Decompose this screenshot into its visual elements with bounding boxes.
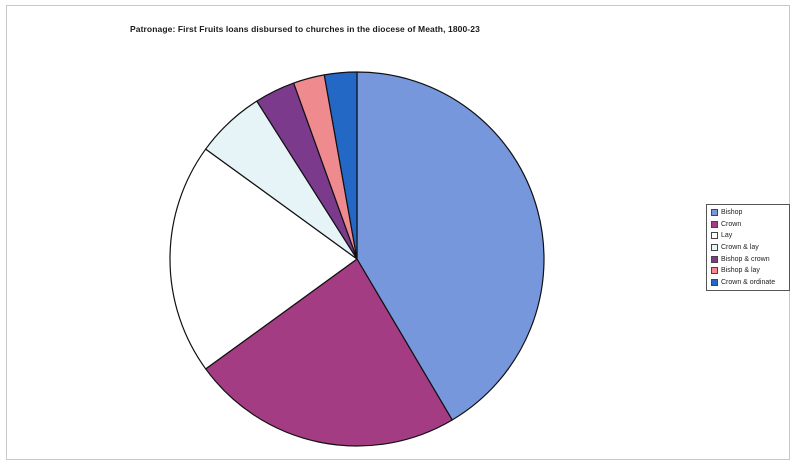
legend-label: Crown & lay — [721, 244, 759, 252]
legend-label: Bishop — [721, 209, 743, 217]
legend-label: Bishop & lay — [721, 267, 760, 275]
legend-item-crown-and-ordinate: Crown & ordinate — [711, 277, 789, 289]
legend-swatch — [711, 220, 718, 228]
legend-item-lay: Lay — [711, 230, 789, 242]
legend-swatch — [711, 278, 718, 286]
pie-slice-lay — [169, 148, 358, 370]
pie-slice-crown — [205, 258, 453, 447]
chart-title: Patronage: First Fruits loans disbursed … — [130, 24, 480, 34]
legend-swatch — [711, 209, 718, 217]
legend-item-bishop: Bishop — [711, 207, 789, 219]
legend-swatch — [711, 244, 718, 252]
pie-slice-bishop — [356, 71, 545, 421]
legend-label: Lay — [721, 232, 733, 240]
legend-swatch — [711, 255, 718, 263]
chart-legend: Bishop Crown Lay Crown & lay Bishop & crown B… — [706, 204, 790, 292]
legend-item-crown-and-lay: Crown & lay — [711, 242, 789, 254]
legend-label: Crown & ordinate — [721, 278, 776, 286]
legend-swatch — [711, 267, 718, 275]
legend-item-bishop-and-crown: Bishop & crown — [711, 253, 789, 265]
pie-slice-crown-and-ordinate — [323, 71, 358, 260]
legend-label: Crown — [721, 220, 742, 228]
legend-item-bishop-and-lay: Bishop & lay — [711, 265, 789, 277]
legend-label: Bishop & crown — [721, 255, 770, 263]
legend-swatch — [711, 232, 718, 240]
legend-item-crown: Crown — [711, 219, 789, 231]
